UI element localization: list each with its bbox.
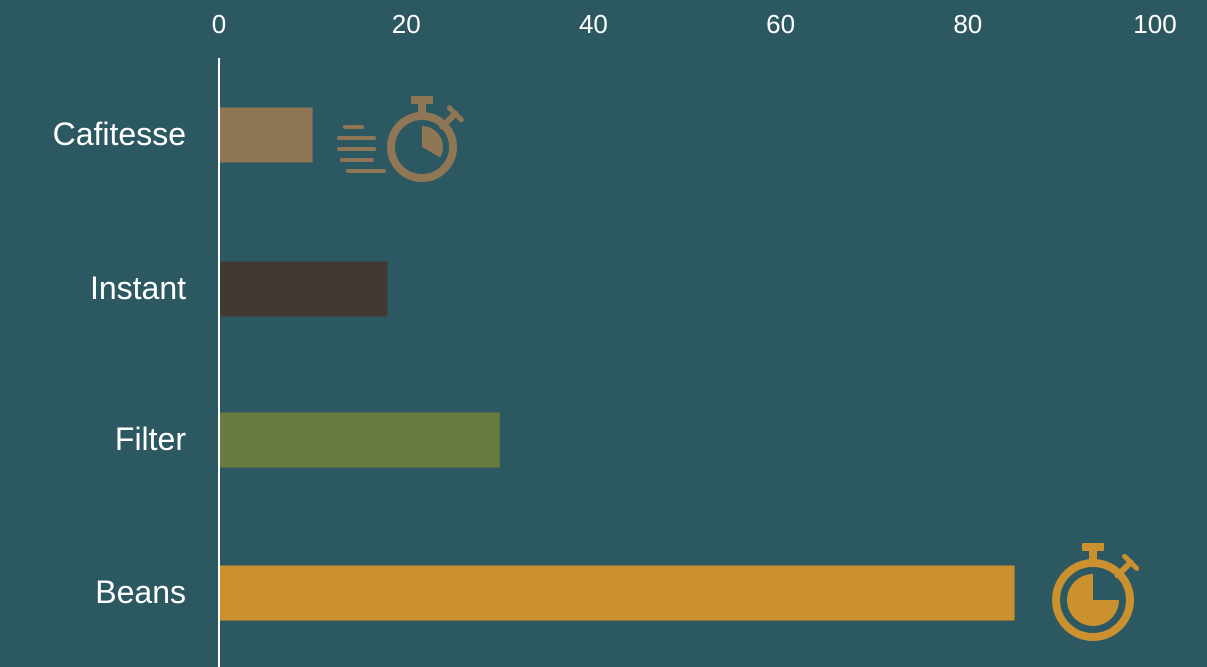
icons [337, 96, 1140, 641]
category-label-beans: Beans [95, 574, 186, 610]
bars [219, 107, 1015, 621]
x-tick-label: 100 [1133, 9, 1176, 39]
category-label-filter: Filter [115, 421, 186, 457]
category-label-cafitesse: Cafitesse [53, 116, 186, 152]
stopwatch-icon [1052, 543, 1140, 641]
bar-beans [219, 565, 1015, 621]
fast-stopwatch-icon [337, 96, 464, 182]
x-tick-label: 20 [392, 9, 421, 39]
bar-filter [219, 412, 500, 468]
bar-cafitesse [219, 107, 313, 163]
x-tick-label: 0 [212, 9, 226, 39]
x-axis-ticks: 0 20 40 60 80 100 [212, 9, 1177, 39]
x-tick-label: 60 [766, 9, 795, 39]
x-tick-label: 80 [953, 9, 982, 39]
bar-instant [219, 261, 388, 317]
category-label-instant: Instant [90, 270, 186, 306]
x-tick-label: 40 [579, 9, 608, 39]
category-labels: Cafitesse Instant Filter Beans [53, 116, 187, 610]
